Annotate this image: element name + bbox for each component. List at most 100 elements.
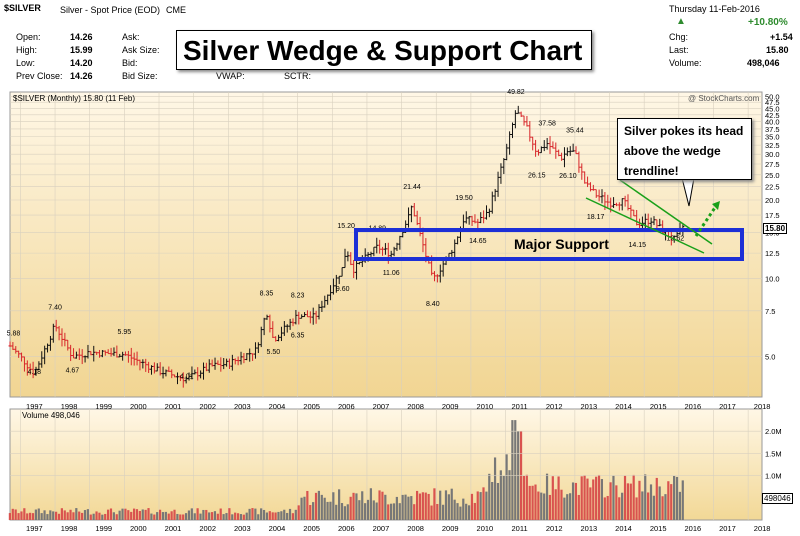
volume-bar (89, 514, 92, 520)
volume-panel: 1.0M 1.5M 2.0M (8, 408, 782, 521)
low-value: 14.20 (70, 58, 93, 68)
price-legend: $SILVER (Monthly) 15.80 (11 Feb) (13, 94, 135, 103)
volume-bar (647, 492, 650, 520)
y-tick-label: 50.0 (765, 92, 780, 101)
volume-bar (280, 511, 283, 520)
x-tick-label-vol: 2015 (650, 524, 667, 533)
volume-bar (121, 508, 124, 520)
watermark: @ StockCharts.com (688, 94, 760, 103)
volume-bar (421, 492, 424, 520)
high-value: 15.99 (70, 45, 93, 55)
x-tick-label: 2003 (234, 402, 251, 411)
x-tick-label-vol: 2017 (719, 524, 736, 533)
volume-bar (618, 497, 621, 520)
volume-bar (644, 474, 647, 520)
volume-bar (612, 475, 615, 520)
x-tick-label: 1999 (95, 402, 112, 411)
x-tick-label: 2013 (581, 402, 598, 411)
bid-size-label: Bid Size: (122, 71, 158, 81)
volume-bar (228, 508, 231, 520)
quote-header: $SILVER Silver - Spot Price (EOD) CME Th… (0, 0, 800, 92)
volume-bar (277, 511, 280, 520)
volume-bar (389, 503, 393, 520)
volume-bar (378, 490, 381, 520)
volume-bar (623, 475, 627, 520)
volume-bar (355, 493, 358, 520)
volume-bar (193, 513, 196, 520)
volume-bar (135, 509, 139, 520)
volume-bar (248, 508, 251, 520)
volume-bar (46, 514, 49, 520)
volume-bar (314, 492, 318, 520)
volume-bar (34, 509, 37, 520)
volume-bar (343, 506, 346, 520)
volume-bar (251, 508, 254, 520)
volume-legend: Volume 498,046 (22, 411, 80, 420)
volume-bar (479, 492, 482, 520)
volume-label: Volume: (669, 58, 702, 68)
volume-bar (210, 512, 214, 520)
volume-bar (167, 513, 170, 520)
price-annotation: 26.10 (559, 173, 577, 180)
volume-bar (340, 503, 344, 520)
x-tick-label-vol: 2002 (199, 524, 216, 533)
volume-bar (566, 494, 569, 520)
volume-tick-label: 1.0M (765, 472, 782, 481)
volume-bar (8, 513, 11, 520)
volume-bar (563, 497, 566, 520)
volume-bar (31, 513, 35, 520)
volume-bar (335, 504, 338, 520)
volume-bar (537, 491, 540, 520)
price-annotation: 11.06 (383, 270, 400, 277)
volume-bar (179, 514, 182, 520)
volume-bar (170, 511, 173, 520)
volume-bar (467, 505, 471, 520)
volume-bar (551, 476, 554, 520)
x-tick-label: 2006 (338, 402, 355, 411)
volume-bar (138, 510, 141, 520)
volume-bar (505, 454, 508, 520)
price-annotation: 8.40 (426, 301, 440, 308)
x-tick-label-vol: 2005 (303, 524, 320, 533)
volume-bar (208, 512, 211, 520)
volume-bar (534, 484, 537, 520)
volume-bar (517, 431, 520, 520)
volume-bar (496, 482, 500, 520)
volume-bar (317, 490, 321, 520)
volume-bar (158, 509, 162, 520)
price-annotation: 14.89 (369, 225, 387, 232)
volume-bar (274, 512, 277, 520)
prev-close-label: Prev Close: (16, 71, 63, 81)
volume-bar (418, 493, 422, 520)
volume-bar (439, 490, 442, 520)
chg-value: +1.54 (770, 32, 793, 42)
symbol: $SILVER (4, 3, 41, 13)
price-annotation: 19.50 (455, 195, 473, 202)
volume-bar (309, 505, 312, 520)
volume-bar (26, 513, 29, 520)
volume-bar (283, 509, 286, 520)
volume-bar (548, 494, 552, 520)
x-tick-label-vol: 2011 (511, 524, 527, 533)
volume-bar (17, 513, 20, 520)
volume-bar (476, 491, 479, 520)
callout-pointer (681, 177, 695, 207)
volume-bar (196, 508, 199, 520)
chg-label: Chg: (669, 32, 689, 42)
volume-bar (436, 503, 439, 520)
y-tick-label: 25.0 (765, 171, 780, 180)
description: Silver - Spot Price (EOD) (60, 5, 161, 15)
x-tick-label-vol: 2003 (234, 524, 251, 533)
volume-bar (156, 512, 159, 520)
y-tick-label: 37.5 (765, 125, 780, 134)
volume-bar (173, 509, 176, 520)
volume-bar (600, 479, 604, 520)
volume-bar (86, 509, 89, 520)
volume-bar (574, 482, 578, 520)
y-tick-label: 42.5 (765, 111, 780, 120)
volume-bar (450, 488, 453, 520)
y-tick-label: 20.0 (765, 196, 780, 205)
volume-bar (219, 508, 222, 520)
volume-bar (641, 491, 644, 520)
volume-bar (306, 490, 309, 520)
